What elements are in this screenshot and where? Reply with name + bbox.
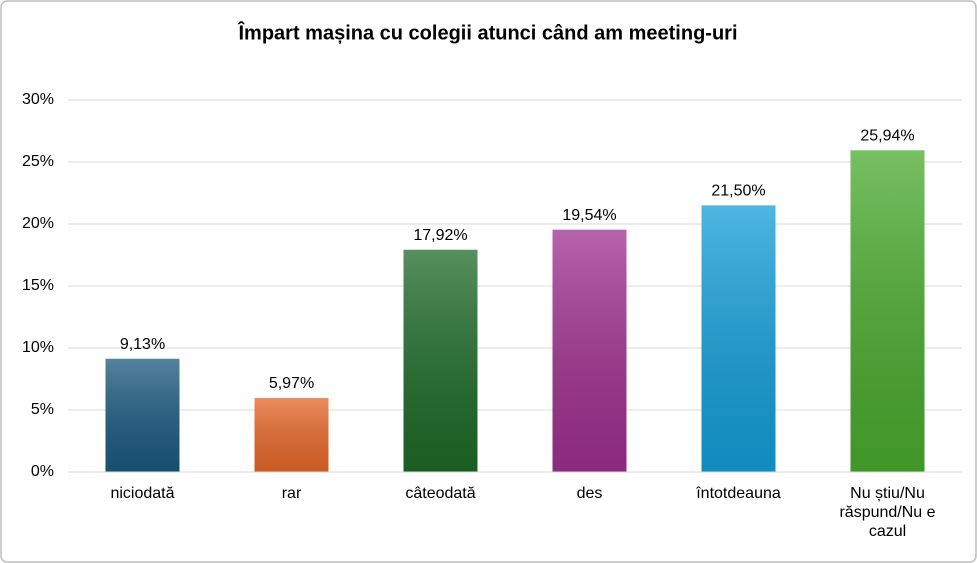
value-label: 17,92% [413, 227, 467, 244]
chart-title: Împart mașina cu colegii atunci când am … [237, 20, 737, 44]
y-tick-label: 10% [22, 339, 54, 356]
y-tick-label: 25% [22, 153, 54, 170]
bar-shade [105, 358, 180, 472]
x-tick-label: Nu știu/Nu răspund/Nu e cazul [839, 485, 936, 540]
y-tick-label: 5% [31, 401, 54, 418]
value-label: 19,54% [562, 207, 616, 224]
bar-shade [701, 205, 776, 472]
y-tick-label: 0% [31, 463, 54, 480]
bar-shade [403, 249, 478, 472]
x-tick-label: rar [281, 485, 302, 502]
value-label: 5,97% [269, 375, 314, 392]
bar-shade [850, 150, 925, 472]
value-label: 9,13% [120, 336, 165, 353]
value-label: 25,94% [860, 128, 914, 145]
y-tick-label: 30% [22, 91, 54, 108]
x-tick-label: des [576, 485, 603, 502]
x-tick-label: întotdeauna [696, 485, 781, 502]
y-tick-label: 15% [22, 277, 54, 294]
x-tick-label: câteodată [405, 485, 476, 502]
y-tick-label: 20% [22, 215, 54, 232]
bar-shade [552, 229, 627, 472]
x-tick-label: niciodată [110, 485, 175, 502]
bar-shade [254, 397, 329, 472]
value-label: 21,50% [711, 183, 765, 200]
